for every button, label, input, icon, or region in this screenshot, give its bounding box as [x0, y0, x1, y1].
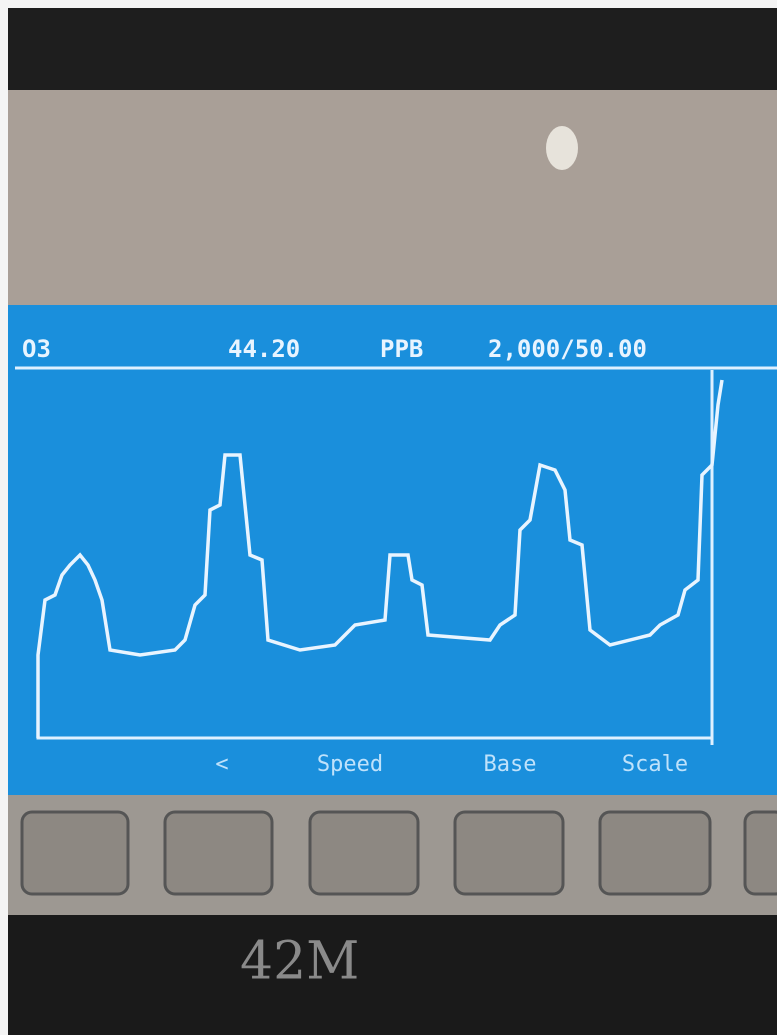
- glare: [546, 126, 578, 170]
- device-photo: O3 44.20 PPB 2,000/50.00 < Speed Base Scale…: [0, 0, 777, 1035]
- soft-key[interactable]: [165, 812, 272, 894]
- soft-key[interactable]: [22, 812, 128, 894]
- soft-key[interactable]: [745, 812, 777, 894]
- menu-item[interactable]: Speed: [317, 752, 383, 777]
- soft-key[interactable]: [310, 812, 418, 894]
- model-label: 42M: [240, 932, 359, 992]
- soft-key[interactable]: [600, 812, 710, 894]
- gas-label: O3: [22, 335, 51, 363]
- menu-item[interactable]: Scale: [622, 752, 688, 777]
- soft-key[interactable]: [455, 812, 563, 894]
- bezel: [8, 90, 777, 305]
- bottom-band: [8, 915, 777, 1035]
- top-band: [8, 8, 777, 98]
- menu-item[interactable]: <: [215, 752, 228, 777]
- unit: PPB: [380, 335, 423, 363]
- screen: [8, 305, 777, 795]
- range: 2,000/50.00: [488, 335, 647, 363]
- reading: 44.20: [228, 335, 300, 363]
- menu-item[interactable]: Base: [484, 752, 537, 777]
